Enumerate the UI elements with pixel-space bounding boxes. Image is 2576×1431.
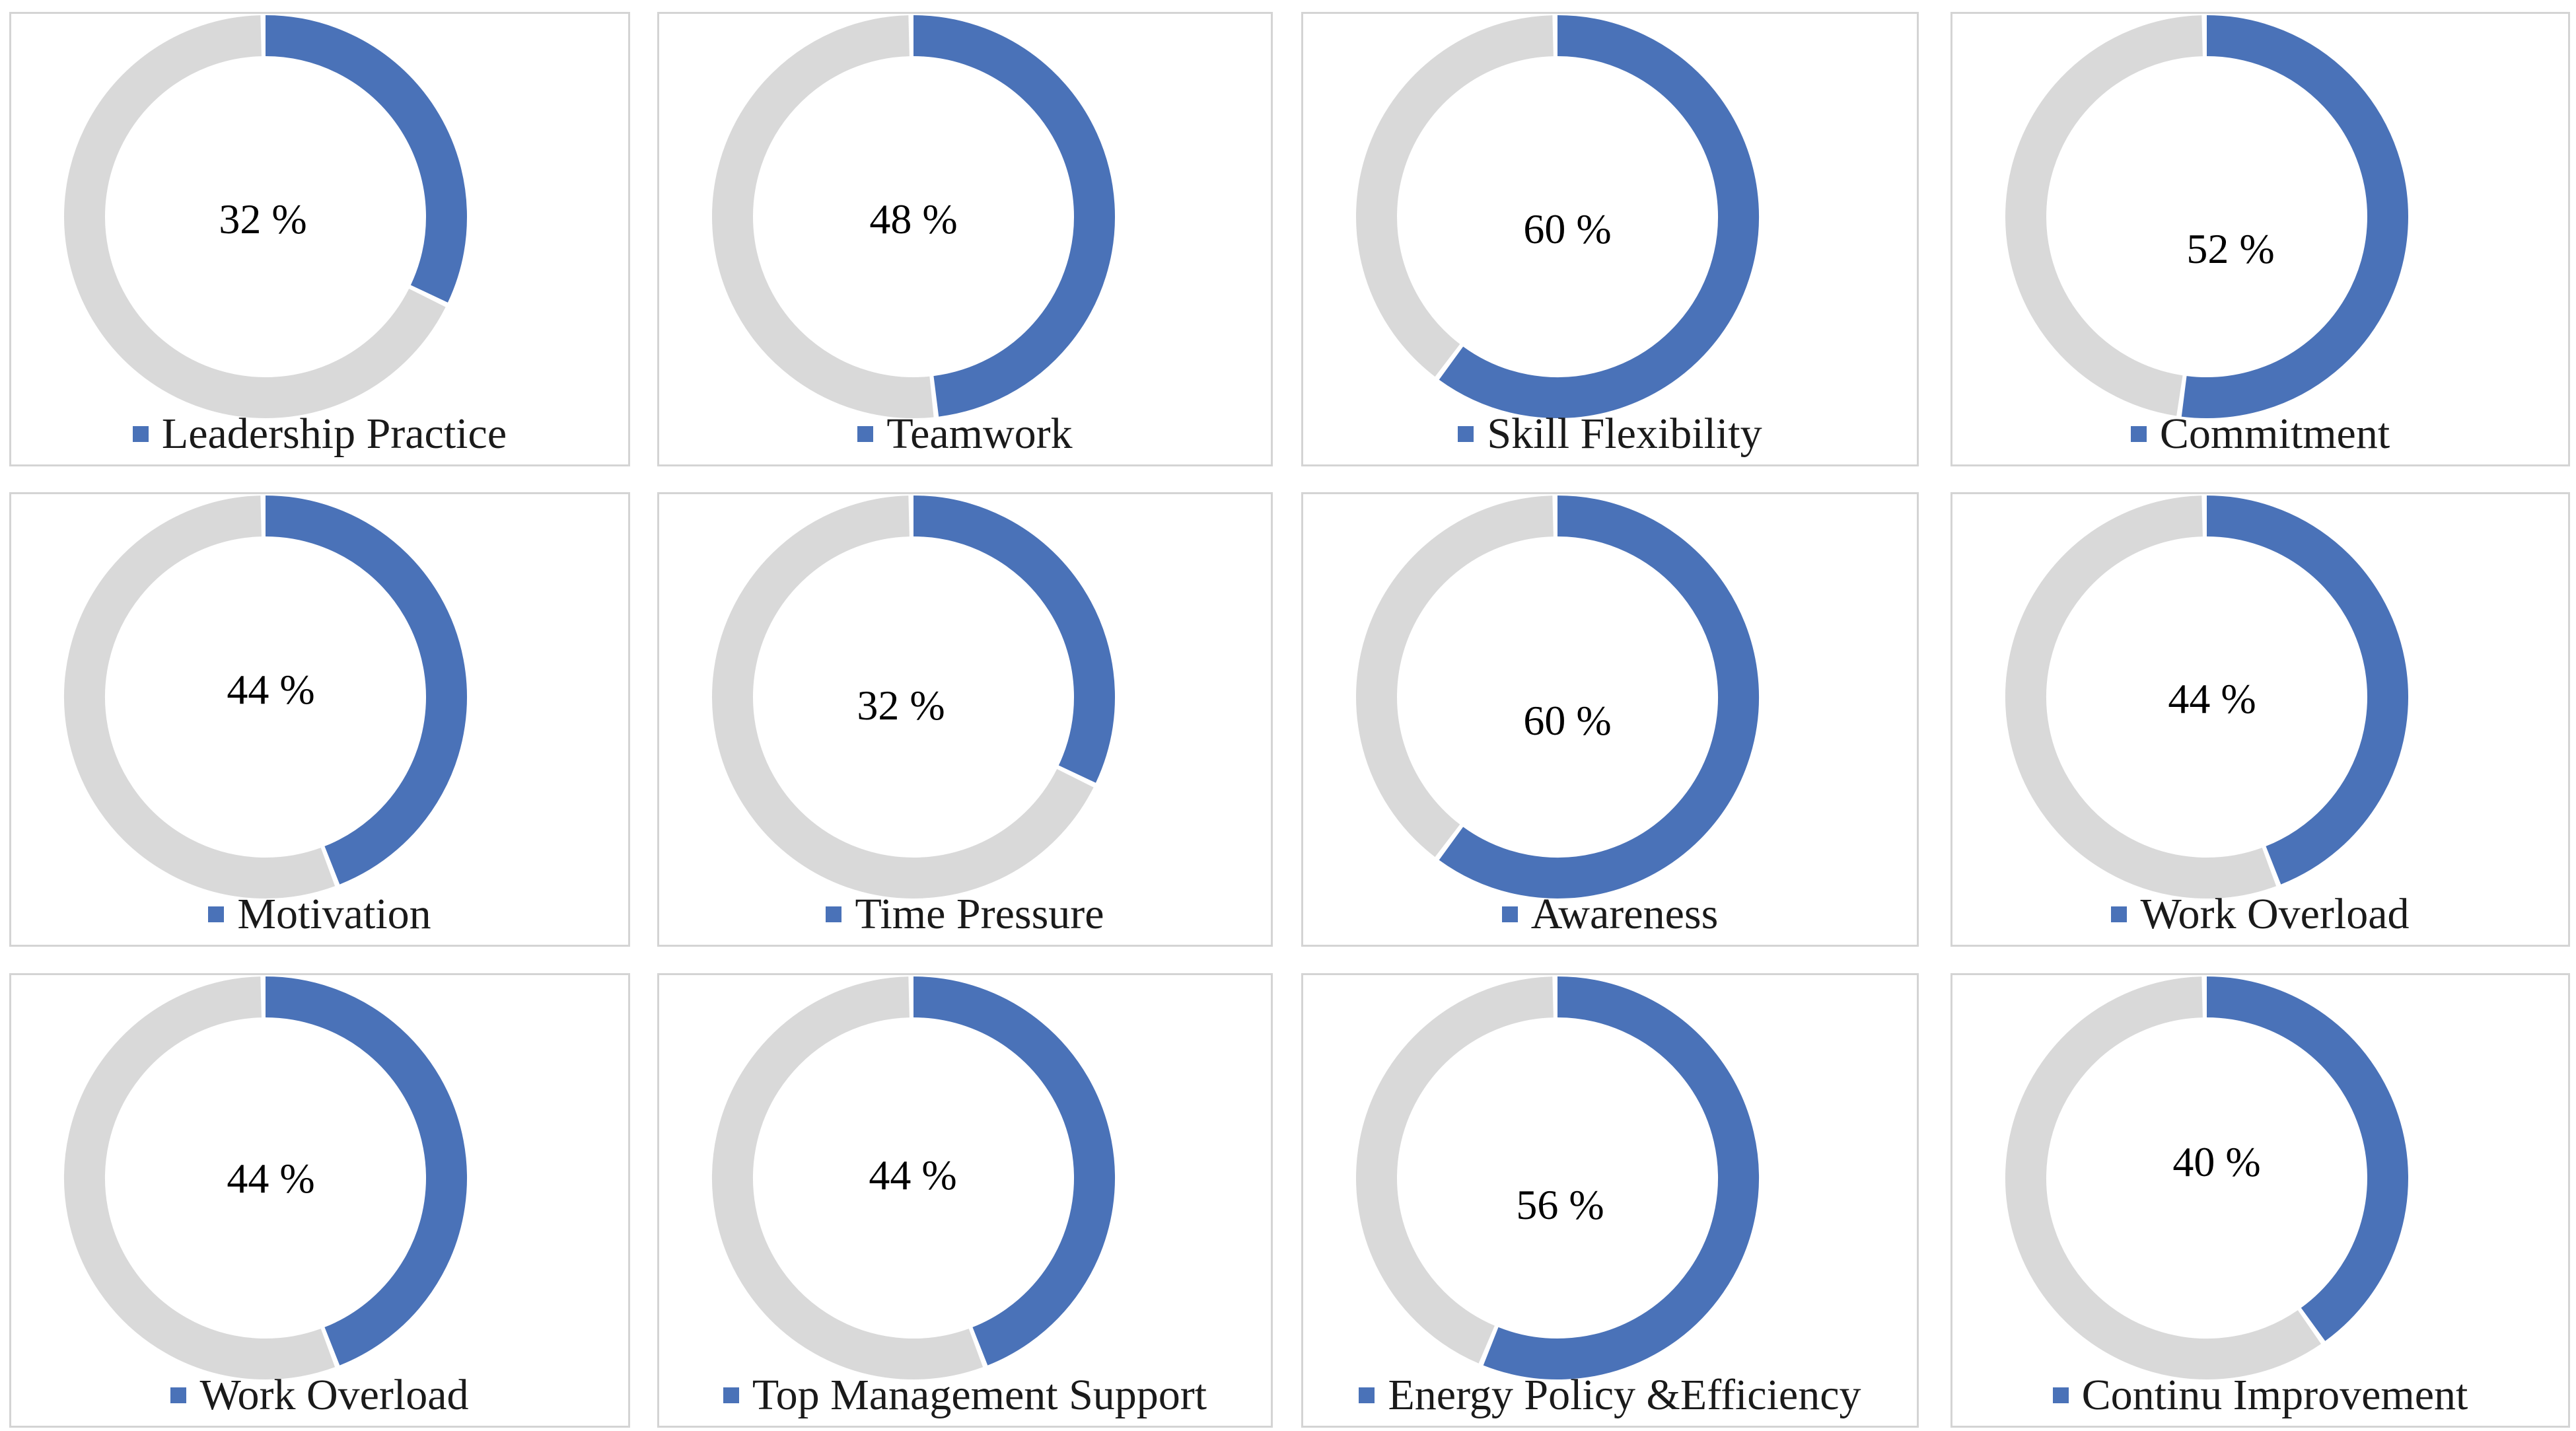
- legend-label: Work Overload: [199, 1371, 469, 1419]
- doughnut-slice-remainder: [712, 976, 984, 1379]
- doughnut-chart: 44 %: [64, 495, 467, 899]
- value-label: 40 %: [2172, 1138, 2260, 1185]
- legend-swatch: [723, 1387, 739, 1403]
- legend-swatch: [2111, 906, 2128, 922]
- legend-label: Continu Improvement: [2081, 1371, 2468, 1419]
- chart-panel: 44 % Top Management Support: [657, 973, 1273, 1428]
- chart-legend: Awareness: [1303, 889, 1917, 939]
- doughnut-chart: 56 %: [1356, 976, 1759, 1379]
- legend-swatch: [857, 426, 874, 442]
- doughnut-slice-value: [1439, 15, 1759, 418]
- doughnut-slice-remainder: [1356, 976, 1554, 1364]
- chart-panel: 44 % Work Overload: [9, 973, 630, 1428]
- doughnut-slice-value: [2206, 495, 2408, 885]
- value-label: 44 %: [869, 1152, 956, 1198]
- value-label: 60 %: [1523, 697, 1611, 744]
- legend-swatch: [2052, 1387, 2069, 1403]
- legend-swatch: [2130, 426, 2147, 442]
- doughnut-slice-remainder: [64, 976, 336, 1379]
- doughnut-slice-remainder: [64, 15, 446, 418]
- doughnut-chart: 48 %: [712, 15, 1115, 418]
- doughnut-chart: 32 %: [712, 495, 1115, 899]
- doughnut-chart: 60 %: [1356, 495, 1759, 899]
- doughnut-slice-remainder: [1356, 15, 1554, 377]
- legend-label: Awareness: [1530, 890, 1719, 938]
- doughnut-slice-value: [913, 15, 1115, 417]
- legend-swatch: [1501, 906, 1518, 922]
- legend-label: Energy Policy &Efficiency: [1388, 1371, 1861, 1419]
- doughnut-chart: 60 %: [1356, 15, 1759, 418]
- legend-swatch: [1458, 426, 1474, 442]
- legend-label: Top Management Support: [752, 1371, 1207, 1419]
- doughnut-chart: 40 %: [2005, 976, 2408, 1379]
- legend-label: Motivation: [237, 890, 431, 938]
- chart-legend: Leadership Practice: [11, 409, 628, 459]
- doughnut-slice-value: [913, 976, 1115, 1366]
- legend-label: Time Pressure: [855, 890, 1104, 938]
- doughnut-chart: 44 %: [64, 976, 467, 1379]
- legend-swatch: [132, 426, 149, 442]
- doughnut-slice-value: [265, 15, 467, 303]
- doughnut-slice-value: [1439, 495, 1759, 899]
- doughnut-chart: 44 %: [2005, 495, 2408, 899]
- chart-panel: 52 % Commitment: [1950, 12, 2570, 466]
- doughnut-slice-remainder: [1356, 495, 1554, 858]
- doughnut-slice-remainder: [64, 495, 336, 899]
- chart-panel: 32 % Time Pressure: [657, 492, 1273, 947]
- chart-legend: Work Overload: [11, 1370, 628, 1420]
- value-label: 60 %: [1523, 205, 1611, 252]
- value-label: 48 %: [869, 196, 957, 242]
- chart-legend: Continu Improvement: [1952, 1370, 2568, 1420]
- doughnut-slice-remainder: [2005, 495, 2277, 899]
- value-label: 44 %: [227, 666, 314, 713]
- value-label: 32 %: [857, 682, 945, 729]
- legend-swatch: [170, 1387, 187, 1403]
- doughnut-slice-value: [2181, 15, 2408, 418]
- legend-swatch: [826, 906, 842, 922]
- doughnut-slice-value: [265, 976, 467, 1366]
- chart-panel: 44 % Work Overload: [1950, 492, 2570, 947]
- chart-legend: Top Management Support: [659, 1370, 1271, 1420]
- chart-panel: 56 % Energy Policy &Efficiency: [1301, 973, 1919, 1428]
- doughnut-chart: 52 %: [2005, 15, 2408, 418]
- chart-legend: Work Overload: [1952, 889, 2568, 939]
- chart-legend: Energy Policy &Efficiency: [1303, 1370, 1917, 1420]
- value-label: 44 %: [2168, 675, 2256, 722]
- legend-label: Commitment: [2159, 410, 2390, 458]
- doughnut-slice-value: [2206, 976, 2408, 1341]
- chart-panel: 48 % Teamwork: [657, 12, 1273, 466]
- legend-label: Skill Flexibility: [1487, 410, 1762, 458]
- chart-legend: Teamwork: [659, 409, 1271, 459]
- legend-label: Work Overload: [2140, 890, 2410, 938]
- legend-swatch: [208, 906, 225, 922]
- doughnut-slice-remainder: [712, 15, 934, 418]
- chart-panel: 60 % Skill Flexibility: [1301, 12, 1919, 466]
- doughnut-slice-remainder: [2005, 976, 2321, 1379]
- legend-label: Leadership Practice: [161, 410, 507, 458]
- legend-label: Teamwork: [886, 410, 1073, 458]
- doughnut-slice-value: [265, 495, 467, 885]
- chart-legend: Motivation: [11, 889, 628, 939]
- legend-swatch: [1359, 1387, 1375, 1403]
- chart-panel: 44 % Motivation: [9, 492, 630, 947]
- value-label: 52 %: [2186, 225, 2274, 272]
- doughnut-chart: 44 %: [712, 976, 1115, 1379]
- chart-panel: 40 % Continu Improvement: [1950, 973, 2570, 1428]
- value-label: 56 %: [1516, 1181, 1604, 1228]
- chart-panel: 60 % Awareness: [1301, 492, 1919, 947]
- chart-panel: 32 % Leadership Practice: [9, 12, 630, 466]
- doughnut-chart: 32 %: [64, 15, 467, 418]
- value-label: 44 %: [227, 1155, 314, 1202]
- chart-legend: Time Pressure: [659, 889, 1271, 939]
- doughnut-slice-value: [1483, 976, 1759, 1379]
- value-label: 32 %: [219, 196, 306, 242]
- doughnut-slice-remainder: [2005, 15, 2203, 416]
- doughnut-slice-value: [913, 495, 1115, 783]
- chart-legend: Skill Flexibility: [1303, 409, 1917, 459]
- chart-legend: Commitment: [1952, 409, 2568, 459]
- doughnut-slice-remainder: [712, 495, 1094, 899]
